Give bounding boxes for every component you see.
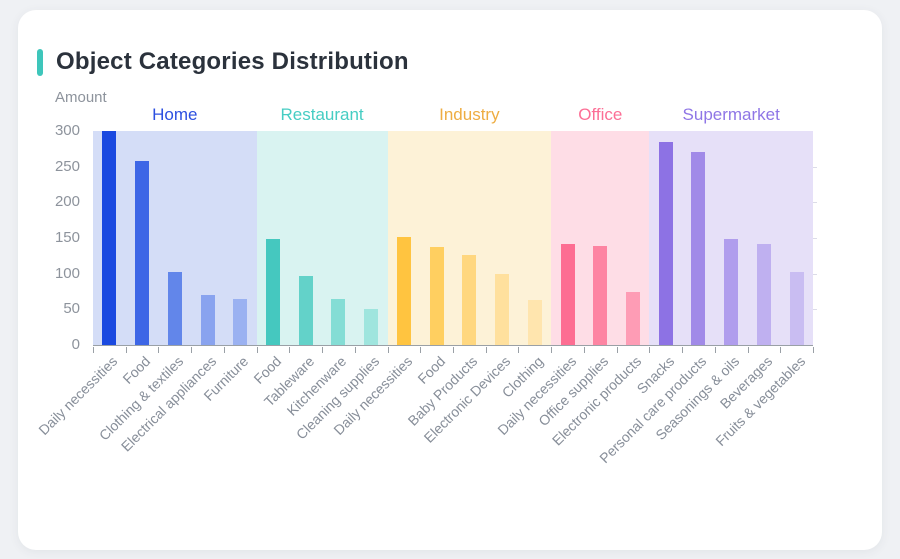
right-axis-tick — [813, 273, 817, 275]
x-axis-tick — [485, 347, 487, 353]
bar-home-electrical-appliances[interactable] — [200, 295, 215, 345]
x-axis-tick — [583, 347, 585, 353]
bar-restaurant-food[interactable] — [266, 238, 280, 345]
y-axis-label: 200 — [54, 193, 80, 211]
x-axis-tick — [551, 347, 553, 353]
bar-slot — [355, 131, 388, 345]
group-band-industry — [387, 131, 552, 345]
x-axis-tick — [747, 347, 749, 353]
group-header-industry: Industry — [439, 105, 500, 124]
x-axis-tick — [780, 347, 782, 353]
x-axis-tick — [616, 347, 618, 353]
bar-slot — [322, 131, 355, 345]
title-row: Object Categories Distribution — [37, 48, 409, 76]
bar-restaurant-tableware[interactable] — [298, 275, 313, 345]
group-headers: Home Restaurant Industry Office Supermarket — [93, 102, 813, 128]
group-header-home: Home — [152, 105, 198, 124]
y-axis-label: 50 — [63, 300, 80, 318]
x-axis-tick — [125, 347, 127, 353]
bar-slot — [126, 131, 159, 345]
group-band-supermarket — [649, 131, 814, 345]
y-axis-label: 250 — [54, 157, 80, 175]
bar-industry-baby-products[interactable] — [462, 255, 477, 345]
bar-supermarket-snacks[interactable] — [658, 141, 673, 345]
bar-slot — [388, 131, 421, 345]
group-band-home — [93, 131, 257, 345]
group-header-restaurant: Restaurant — [280, 105, 364, 124]
x-axis-tick — [191, 347, 193, 353]
x-axis-tick — [518, 347, 520, 353]
bar-home-clothing-textiles[interactable] — [167, 272, 182, 345]
bar-slot — [289, 131, 322, 345]
right-axis-tick — [813, 202, 817, 204]
y-axis-title: Amount — [55, 89, 107, 106]
right-axis-tick — [813, 166, 817, 168]
bar-slot — [649, 131, 682, 345]
bar-industry-daily-necessities[interactable] — [396, 237, 411, 345]
bar-office-electronic-products[interactable] — [626, 291, 641, 345]
x-axis-tick — [158, 347, 160, 353]
bar-slot — [257, 131, 290, 345]
bar-slot — [518, 131, 551, 345]
bar-supermarket-personal-care-products[interactable] — [691, 151, 706, 345]
bar-slot — [93, 131, 126, 345]
y-axis-label: 300 — [54, 122, 80, 139]
y-axis-label: 0 — [71, 336, 80, 353]
x-axis-tick — [289, 347, 291, 353]
bar-slot — [420, 131, 453, 345]
bar-office-daily-necessities[interactable] — [560, 243, 575, 345]
group-band-office — [551, 131, 650, 345]
y-axis-labels: 0 50 100 150 200 250 300 — [18, 122, 80, 353]
x-axis-tick — [649, 347, 651, 353]
x-axis-tick — [453, 347, 454, 353]
plot-area — [93, 131, 817, 353]
x-axis-tick — [322, 347, 324, 353]
bar-slot — [748, 131, 781, 345]
x-axis-tick — [354, 347, 356, 353]
bar-restaurant-cleaning-supplies[interactable] — [364, 308, 379, 345]
bar-restaurant-kitchenware[interactable] — [331, 298, 346, 345]
right-axis-tick — [813, 309, 817, 311]
bar-industry-clothing[interactable] — [527, 300, 542, 345]
bar-slot — [551, 131, 584, 345]
bar-office-office-supplies[interactable] — [593, 245, 608, 345]
bar-slot — [453, 131, 486, 345]
x-axis-tick — [682, 347, 684, 353]
bar-industry-electronic-devices[interactable] — [495, 273, 510, 345]
x-axis-tick — [420, 347, 422, 353]
bar-slot — [486, 131, 519, 345]
x-axis-tick — [256, 347, 258, 353]
right-axis-tick — [813, 238, 817, 239]
chart-card: Object Categories Distribution Amount Ho… — [18, 10, 882, 550]
group-header-office: Office — [578, 105, 623, 124]
bar-slot — [780, 131, 813, 345]
bar-slot — [715, 131, 748, 345]
group-header-supermarket: Supermarket — [682, 105, 780, 124]
x-axis-tick — [387, 347, 389, 353]
bar-home-furniture[interactable] — [233, 299, 248, 345]
x-axis-labels: Daily necessities Food Clothing & textiles… — [36, 353, 813, 523]
x-axis-tick — [714, 347, 716, 353]
x-axis-tick — [813, 347, 814, 353]
bar-slot — [584, 131, 617, 345]
bar-slot — [158, 131, 191, 345]
group-band-restaurant — [256, 131, 388, 345]
title-accent-bar — [37, 48, 43, 76]
y-axis-label: 100 — [54, 264, 80, 282]
bar-slot — [617, 131, 650, 345]
bar-slot — [191, 131, 224, 345]
x-axis-tick — [93, 347, 94, 353]
bar-supermarket-seasonings-oils[interactable] — [724, 239, 739, 345]
y-axis-label: 150 — [54, 229, 80, 246]
x-axis-tick — [223, 347, 225, 353]
bar-supermarket-fruits-vegetables[interactable] — [789, 272, 804, 345]
bar-slot — [682, 131, 715, 345]
bar-supermarket-beverages[interactable] — [756, 244, 771, 345]
bar-home-food[interactable] — [135, 160, 150, 345]
bar-slot — [224, 131, 257, 345]
chart-title: Object Categories Distribution — [56, 48, 409, 75]
bar-industry-food[interactable] — [429, 246, 444, 345]
bar-home-daily-necessities[interactable] — [102, 131, 117, 345]
